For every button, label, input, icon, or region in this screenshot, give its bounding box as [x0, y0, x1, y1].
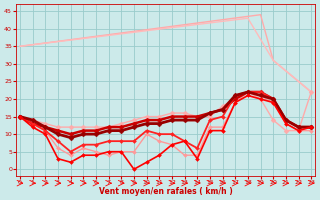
- X-axis label: Vent moyen/en rafales ( km/h ): Vent moyen/en rafales ( km/h ): [99, 187, 232, 196]
